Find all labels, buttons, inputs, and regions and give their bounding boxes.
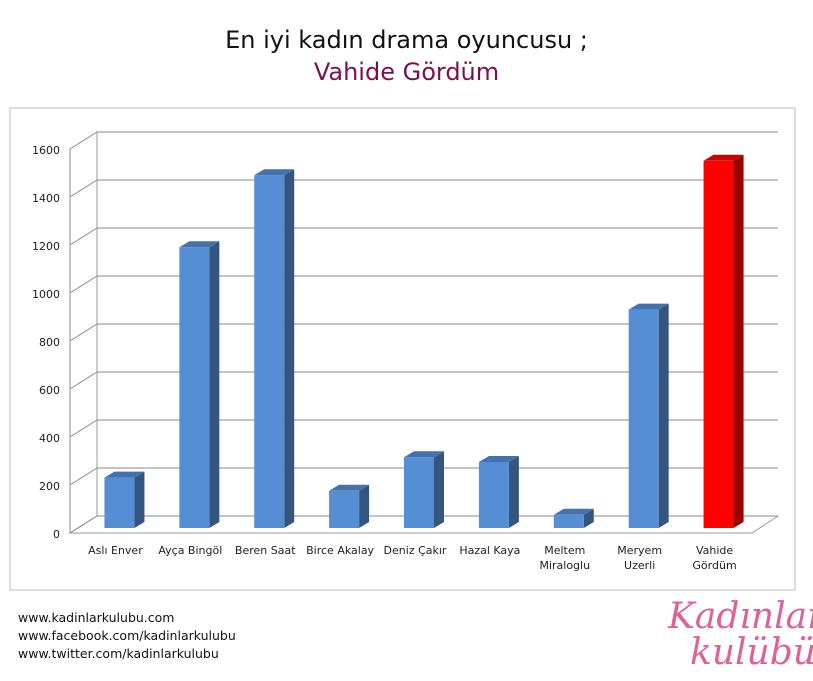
grid-line [69, 371, 778, 390]
y-tick-label: 1200 [32, 240, 60, 253]
grid-line [69, 227, 778, 246]
x-tick-label: Hazal Kaya [459, 544, 521, 557]
y-tick-label: 1000 [32, 288, 60, 301]
bar [404, 457, 434, 528]
bar-top [179, 241, 220, 248]
footer-link: www.twitter.com/kadinlarkulubu [18, 646, 219, 661]
y-tick-label: 0 [53, 528, 60, 541]
logo-text: kulübü [690, 632, 813, 673]
bar [553, 514, 584, 528]
bar-side [209, 241, 220, 528]
bar [703, 160, 734, 529]
bar-side [134, 471, 145, 528]
bar-top [703, 154, 744, 161]
bar-top [553, 508, 594, 515]
bar [104, 477, 135, 528]
y-tick-label: 800 [39, 336, 60, 349]
grid-line [69, 179, 778, 198]
bar-top [329, 484, 370, 491]
bar [179, 247, 210, 528]
y-tick-label: 400 [39, 432, 60, 445]
bar [329, 490, 360, 528]
x-tick-label: Aslı Enver [88, 544, 143, 557]
bar-top [104, 471, 145, 478]
bar-side [508, 456, 519, 528]
bar-side [434, 451, 444, 528]
bar [254, 175, 285, 528]
grid-line [69, 275, 778, 294]
bar-side [658, 303, 669, 528]
chart-subtitle: Vahide Gördüm [313, 58, 500, 86]
x-tick-label: Beren Saat [234, 544, 296, 557]
bar-side [583, 508, 594, 528]
x-tick-label: Vahide Gördüm [692, 544, 737, 572]
chart: 0 200 400 600 800 1000 1200 1400 1600 [9, 107, 796, 591]
y-tick-label: 1600 [32, 144, 60, 157]
bar-top [404, 451, 444, 458]
bar-top [478, 456, 519, 462]
bar-side [733, 154, 744, 529]
chart-title: En iyi kadın drama oyuncusu ; [225, 26, 588, 54]
bar [478, 462, 509, 528]
x-tick-label: Meryem Uzerli [617, 544, 663, 572]
bar-side [359, 484, 370, 528]
y-tick-label: 200 [39, 480, 60, 493]
x-tick-label: Deniz Çakır [383, 544, 447, 557]
bar-side [284, 169, 295, 528]
y-tick-label: 600 [39, 384, 60, 397]
grid-line [69, 131, 778, 150]
bar-top [628, 303, 669, 310]
x-tick-label: Birce Akalay [306, 544, 375, 557]
bar [628, 309, 659, 528]
x-tick-label: Ayça Bingöl [158, 544, 223, 557]
grid-line [69, 515, 778, 534]
grid-line [69, 467, 778, 486]
footer-link: www.kadinlarkulubu.com [18, 610, 175, 625]
bar-top [254, 169, 295, 176]
x-tick-label: Meltem Miraloglu [539, 544, 591, 572]
y-tick-label: 1400 [32, 192, 60, 205]
logo-text: Kadınlar [668, 596, 813, 637]
footer-link: www.facebook.com/kadinlarkulubu [18, 628, 236, 643]
grid-line [69, 419, 778, 438]
grid-line [69, 323, 778, 342]
